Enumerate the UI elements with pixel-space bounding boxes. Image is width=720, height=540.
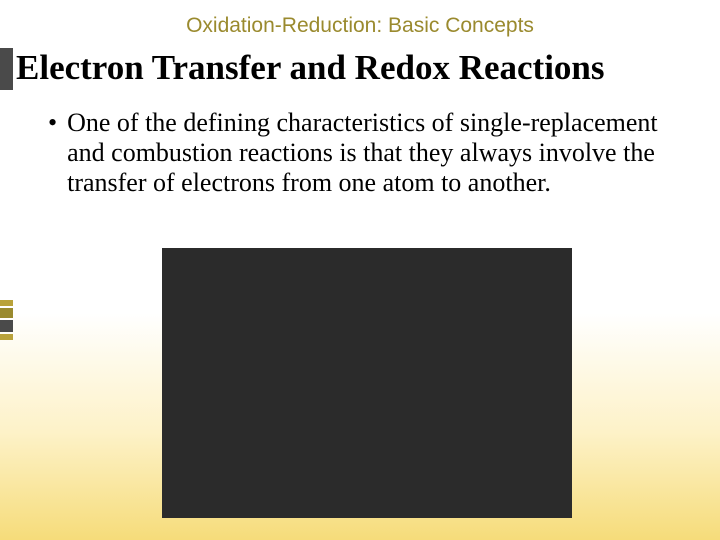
bullet-item: • One of the defining characteristics of… [48,108,672,198]
side-ticks [0,300,13,342]
side-tick [0,300,13,306]
bullet-marker: • [48,108,57,138]
slide-title: Electron Transfer and Redox Reactions [16,48,605,88]
slide-topic: Oxidation-Reduction: Basic Concepts [0,14,720,38]
side-tick [0,334,13,340]
bullet-text: One of the defining characteristics of s… [67,108,672,198]
embedded-image-placeholder [162,248,572,518]
title-accent-stripe [0,48,13,90]
side-tick [0,308,13,318]
side-tick [0,320,13,332]
